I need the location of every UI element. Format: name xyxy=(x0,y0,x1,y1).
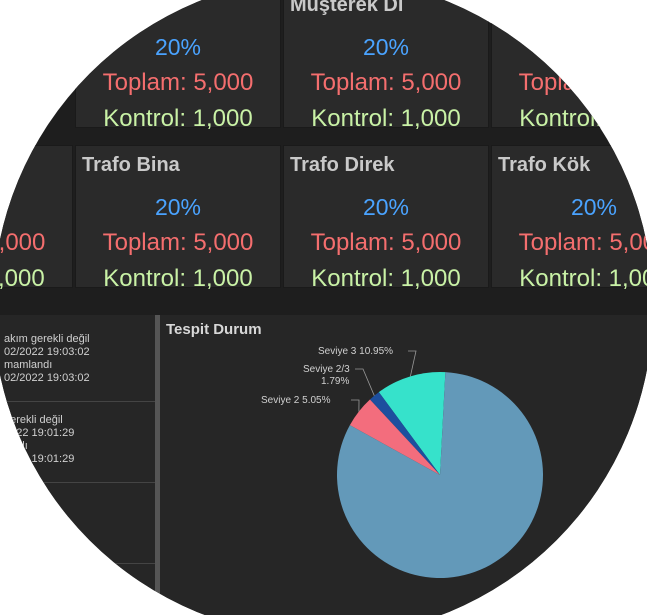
list-text: landı xyxy=(4,440,28,452)
pie-slice xyxy=(349,399,440,475)
chart-panel: Tespit Durum Seviye 3 10.95% Seviye 2/3 1.… xyxy=(160,315,647,615)
leader-line xyxy=(355,368,375,396)
card-percent: 20% xyxy=(570,194,618,220)
pie-chart: Tespit Durum Seviye 3 10.95% Seviye 2/3 1.… xyxy=(166,321,543,578)
card-control: Kontrol: 1,000 xyxy=(0,265,45,292)
stat-card: Trafo Direk 20% Toplam: 5,000 Kontrol: 1,00… xyxy=(283,145,489,292)
card-percent: 20% xyxy=(570,34,618,60)
slice-label: Seviye 2/3 1.79% xyxy=(303,364,350,387)
label-name: Seviye 2/3 xyxy=(303,364,350,375)
card-total: Toplam: 5,000 xyxy=(102,69,254,96)
card-total: Toplam: 5,000 xyxy=(0,229,46,256)
label-value: 1.79% xyxy=(321,376,349,387)
card-control: Kontrol: 1,000 xyxy=(519,265,647,292)
card-percent: 20% xyxy=(154,194,202,220)
stat-card: 20% Toplam: 5,000 Kontrol: 1,000 xyxy=(75,0,281,132)
list-divider xyxy=(0,563,155,564)
stat-card: Trafo Kök 20% Toplam: 5,000 Kontrol: 1,000 xyxy=(491,145,647,292)
card-control: Kontrol: 1,000 xyxy=(519,105,647,132)
stat-card: 20% Toplam: 5,000 Kontrol: 1,000 xyxy=(0,145,73,292)
list-text: gerekli değil xyxy=(4,414,63,426)
card-title: Müşterek Di xyxy=(290,0,404,16)
list-text: akım gerekli değil xyxy=(4,333,90,345)
list-text: değil xyxy=(4,495,28,507)
slice-label: Seviye 2 5.05% xyxy=(261,395,331,406)
card-total: Toplam: 5,000 xyxy=(518,69,647,96)
chart-title: Tespit Durum xyxy=(166,321,262,338)
event-list: akım gerekli değil 02/2022 19:03:02 mamlan… xyxy=(0,315,155,615)
card-percent: 20% xyxy=(0,194,72,221)
card-total: Toplam: 5,000 xyxy=(518,229,647,256)
stat-card: Müşterek Di 20% Toplam: 5,000 Kontrol: 1,00… xyxy=(283,0,489,132)
card-control: Kontrol: 1,000 xyxy=(103,265,253,292)
list-text: 02/2022 19:03:02 xyxy=(4,346,90,358)
slice-label: Seviye 3 10.95% xyxy=(318,346,393,357)
list-text: 18 xyxy=(4,508,17,520)
label-name: Seviye 2 xyxy=(261,395,300,406)
card-percent: 20% xyxy=(154,34,202,60)
label-value: 10.95% xyxy=(359,346,393,357)
card-percent: 20% xyxy=(362,34,410,60)
card-control: Kontrol: 1,000 xyxy=(103,105,253,132)
pie-slice xyxy=(378,372,446,475)
card-control: Kontrol: 1,000 xyxy=(311,105,461,132)
list-divider xyxy=(0,401,155,402)
card-total: Toplam: 5,000 xyxy=(310,229,462,256)
card-total: Toplam: 5,000 xyxy=(102,229,254,256)
list-divider xyxy=(0,482,155,483)
card-percent: 20% xyxy=(362,194,410,220)
label-name: Seviye 3 xyxy=(318,346,357,357)
stat-card: 20% Toplam: 5,000 Kontrol: 1,000 xyxy=(491,0,647,132)
card-control: Kontrol: 1,000 xyxy=(311,265,461,292)
list-text: 2022 19:01:29 xyxy=(4,453,75,465)
card-title: Trafo Kök xyxy=(498,154,591,176)
list-text: mamlandı xyxy=(4,359,53,371)
scrollbar xyxy=(155,315,160,615)
pie-slice xyxy=(369,392,440,475)
stat-card: Trafo Bina 20% Toplam: 5,000 Kontrol: 1,000 xyxy=(75,145,281,292)
list-text: 2022 19:01:29 xyxy=(4,427,75,439)
card-title: Trafo Direk xyxy=(290,154,395,176)
label-value: 5.05% xyxy=(302,395,330,406)
card-total: Toplam: 5,000 xyxy=(310,69,462,96)
leader-line xyxy=(408,350,417,377)
list-text: 02/2022 19:03:02 xyxy=(4,372,90,384)
card-title: Trafo Bina xyxy=(82,154,180,176)
pie-slice xyxy=(337,372,543,578)
leader-line xyxy=(351,399,360,412)
